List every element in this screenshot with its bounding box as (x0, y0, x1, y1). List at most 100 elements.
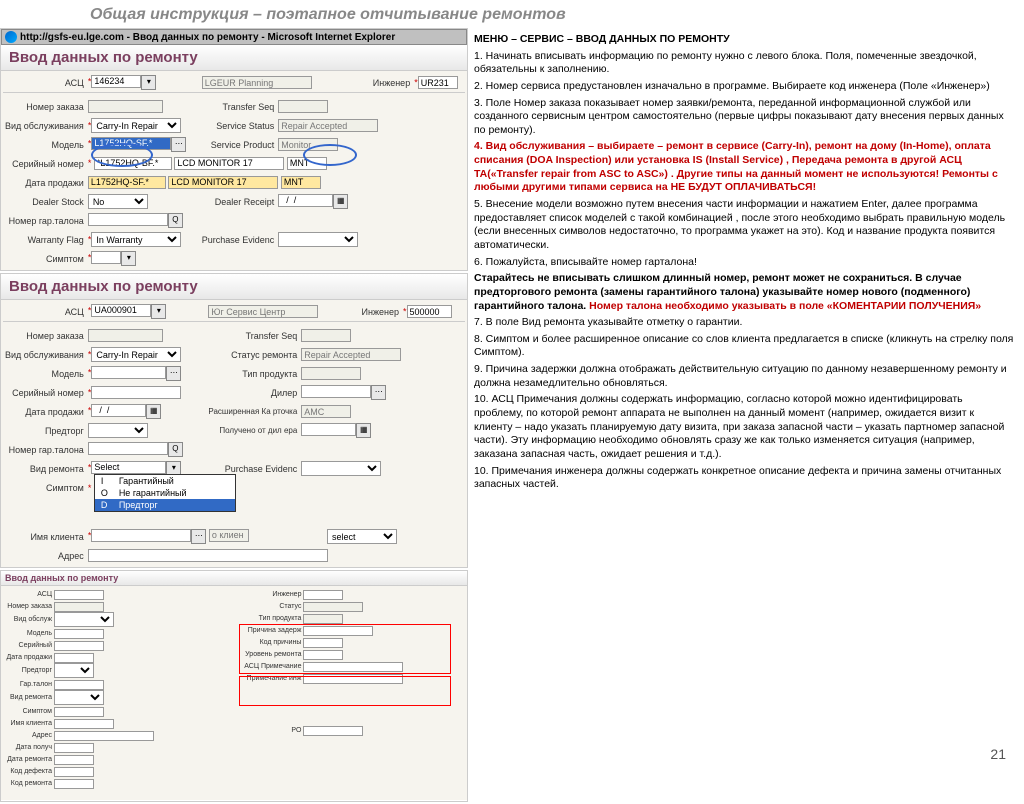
svckind-label-2: Вид ремонта (3, 459, 86, 478)
service-status-input (278, 119, 378, 132)
tseq-input-2 (301, 329, 351, 342)
instr-1: 1. Начинать вписывать информацию по ремо… (474, 50, 1014, 77)
asc-label-2: АСЦ (3, 302, 86, 322)
client-select-2[interactable]: select (327, 529, 397, 544)
mini-dc[interactable] (303, 638, 343, 648)
serial-drop-r2-b: LCD MONITOR 17 (168, 176, 278, 189)
client-input-2[interactable] (91, 529, 191, 542)
client-hint: о клиен (209, 529, 249, 542)
serial-drop-r2-c: MNT (281, 176, 321, 189)
svctype-select-2[interactable]: Carry-In Repair (91, 347, 181, 362)
asc-dropdown-icon[interactable]: ▾ (141, 75, 156, 90)
order-label-2: Номер заказа (3, 326, 86, 345)
mini-addr[interactable] (54, 731, 154, 741)
calendar-icon[interactable]: ▦ (356, 423, 371, 438)
symptom-label: Симптом (3, 249, 86, 268)
warranty-card-input[interactable] (88, 213, 168, 226)
model-label: Модель (3, 135, 86, 154)
engineer-input[interactable] (418, 76, 458, 89)
screenshot-1: http://gsfs-eu.lge.com - Ввод данных по … (0, 28, 468, 271)
mini-repc[interactable] (54, 779, 94, 789)
asc-name (202, 76, 312, 89)
dealer-label-2: Дилер (206, 383, 299, 402)
lookup-icon[interactable]: Q (168, 213, 183, 228)
mini-ascnote[interactable] (303, 662, 403, 672)
browser-title-text: http://gsfs-eu.lge.com - Ввод данных по … (20, 32, 395, 43)
serial-label-2: Серийный номер (3, 383, 86, 402)
serial-input-2[interactable] (91, 386, 181, 399)
status-input-2 (301, 348, 401, 361)
dealer-receipt-input[interactable] (278, 194, 333, 207)
engineer-input-2[interactable] (407, 305, 452, 318)
serial-drop-r1-a[interactable]: *L1752HQ-BF.* (94, 157, 172, 170)
service-product-label: Service Product (200, 135, 277, 154)
service-type-select[interactable]: Carry-In Repair (91, 118, 181, 133)
mini-client[interactable] (54, 719, 114, 729)
chevron-down-icon[interactable]: ▾ (121, 251, 136, 266)
status-label-2: Статус ремонта (206, 345, 299, 364)
pretrade-select-2[interactable] (88, 423, 148, 438)
symptom-input[interactable] (91, 251, 121, 264)
transfer-seq-input (278, 100, 328, 113)
instr-7: 7. В поле Вид ремонта указывайте отметку… (474, 316, 1014, 330)
mini-date[interactable] (54, 653, 94, 663)
mini-kind[interactable] (54, 690, 104, 705)
mini-rep[interactable] (54, 755, 94, 765)
instr-9: 9. Причина задержки должна отображать де… (474, 363, 1014, 390)
mini-pt (303, 614, 343, 624)
search-icon[interactable]: ⋯ (191, 529, 206, 544)
mini-asc[interactable] (54, 590, 104, 600)
instr-6: 6. Пожалуйста, вписывайте номер гарталон… (474, 256, 1014, 270)
dealer-stock-select[interactable]: No (88, 194, 148, 209)
serial-drop-r1-b: LCD MONITOR 17 (174, 157, 284, 170)
mini-serial[interactable] (54, 641, 104, 651)
mini-def[interactable] (54, 767, 94, 777)
mini-engnote[interactable] (303, 674, 403, 684)
asc-input[interactable] (91, 75, 141, 88)
asc-name-2 (208, 305, 318, 318)
transfer-seq-label: Transfer Seq (200, 97, 277, 116)
model-search-icon[interactable]: ⋯ (171, 137, 186, 152)
search-icon[interactable]: ⋯ (166, 366, 181, 381)
svckind-input-2[interactable] (91, 461, 166, 474)
warranty-flag-select[interactable]: In Warranty (91, 232, 181, 247)
engineer-label-2: Инженер (325, 302, 401, 322)
mini-sym[interactable] (54, 707, 104, 717)
search-icon[interactable]: ⋯ (371, 385, 386, 400)
mini-recv[interactable] (54, 743, 94, 753)
mini-wc[interactable] (54, 680, 104, 690)
prodtype-label-2: Тип продукта (206, 364, 299, 383)
asc-input-2[interactable] (91, 304, 151, 317)
serial-drop-r1-c: MNT (287, 157, 327, 170)
mini-delay[interactable] (303, 626, 373, 636)
sale-input-2[interactable] (91, 404, 146, 417)
client-label-2: Имя клиента (3, 527, 86, 546)
dropdown-icon[interactable]: ▾ (151, 304, 166, 319)
model-input[interactable] (91, 137, 171, 150)
purchase-evidence-select[interactable] (278, 232, 358, 247)
svckind-dropdown[interactable]: IГарантийный OНе гарантийный DПредторг (94, 474, 236, 512)
dealer-stock-label: Dealer Stock (3, 192, 86, 211)
mini-svc[interactable] (54, 612, 114, 627)
mini-model[interactable] (54, 629, 104, 639)
calendar-icon[interactable]: ▦ (146, 404, 161, 419)
dealer-input-2[interactable] (301, 385, 371, 398)
recv-input-2[interactable] (301, 423, 356, 436)
serial-drop-r2-a[interactable]: L1752HQ-SF.* (88, 176, 166, 189)
pretrade-label-2: Предторг (3, 421, 86, 440)
pevid-select-2[interactable] (301, 461, 381, 476)
model-input-2[interactable] (91, 366, 166, 379)
sale-date-label: Дата продажи (3, 173, 86, 192)
mini-po[interactable] (303, 726, 363, 736)
mini-eng[interactable] (303, 590, 343, 600)
lookup-icon[interactable]: Q (168, 442, 183, 457)
wcard-input-2[interactable] (88, 442, 168, 455)
addr-input-2[interactable] (88, 549, 328, 562)
mini-pre[interactable] (54, 663, 94, 678)
order-label: Номер заказа (3, 97, 86, 116)
calendar-icon[interactable]: ▦ (333, 194, 348, 209)
service-type-label: Вид обслуживания (3, 116, 86, 135)
mini-lvl[interactable] (303, 650, 343, 660)
purchase-evidence-label: Purchase Evidenc (200, 230, 277, 249)
mini-order (54, 602, 104, 612)
